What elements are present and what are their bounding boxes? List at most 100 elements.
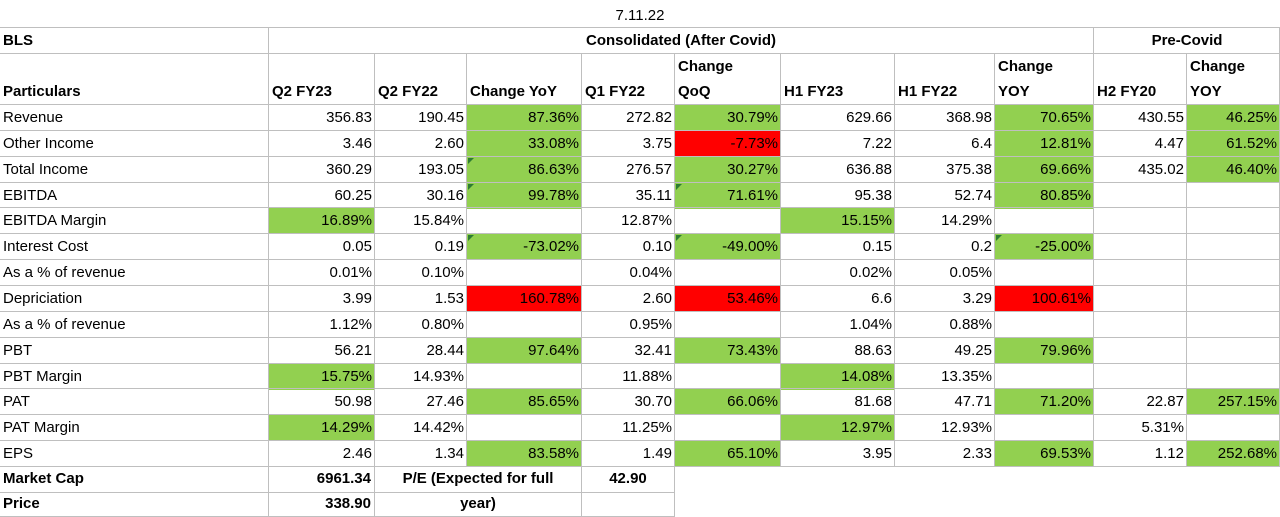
data-cell[interactable]: 257.15% xyxy=(1217,393,1277,410)
data-cell[interactable]: 5.31% xyxy=(1141,419,1184,436)
data-cell[interactable] xyxy=(1187,415,1280,440)
data-cell[interactable]: 13.35% xyxy=(941,368,992,385)
row-label[interactable]: Depriciation xyxy=(3,290,83,307)
data-cell[interactable] xyxy=(675,260,781,285)
data-cell[interactable] xyxy=(1094,234,1187,259)
data-cell[interactable]: 360.29 xyxy=(326,161,372,178)
data-cell[interactable]: 1.34 xyxy=(434,445,464,462)
header-change-pre-line2[interactable]: YOY xyxy=(1190,83,1222,100)
data-cell[interactable]: 35.11 xyxy=(635,187,672,204)
header-q1fy22[interactable]: Q1 FY22 xyxy=(585,83,646,100)
data-cell[interactable]: 1.04% xyxy=(849,316,892,333)
header-h1fy22[interactable]: H1 FY22 xyxy=(898,83,958,100)
data-cell[interactable]: 22.87 xyxy=(1146,393,1184,410)
header-q2fy22[interactable]: Q2 FY22 xyxy=(378,83,439,100)
data-cell[interactable] xyxy=(467,415,582,440)
data-cell[interactable]: 0.19 xyxy=(434,238,464,255)
header-change-yoy[interactable]: Change YoY xyxy=(470,83,557,100)
data-cell[interactable]: 60.25 xyxy=(334,187,372,204)
data-cell[interactable]: 0.2 xyxy=(971,238,992,255)
data-cell[interactable] xyxy=(1187,286,1280,311)
data-cell[interactable]: 69.53% xyxy=(1040,445,1091,462)
data-cell[interactable]: 0.80% xyxy=(421,316,464,333)
header-q2fy23[interactable]: Q2 FY23 xyxy=(272,83,333,100)
data-cell[interactable]: 12.93% xyxy=(941,419,992,436)
data-cell[interactable]: 69.66% xyxy=(1040,161,1091,178)
data-cell[interactable]: 0.01% xyxy=(329,264,372,281)
data-cell[interactable]: 88.63 xyxy=(854,342,892,359)
data-cell[interactable]: 70.65% xyxy=(1040,109,1091,126)
data-cell[interactable]: 2.46 xyxy=(342,445,372,462)
data-cell[interactable] xyxy=(1094,364,1187,389)
data-cell[interactable]: 2.60 xyxy=(434,135,464,152)
data-cell[interactable]: 2.33 xyxy=(962,445,992,462)
data-cell[interactable]: 14.29% xyxy=(321,419,372,436)
data-cell[interactable]: 49.25 xyxy=(954,342,992,359)
data-cell[interactable]: 14.42% xyxy=(413,419,464,436)
data-cell[interactable]: 27.46 xyxy=(426,393,464,410)
header-change-h1-line1[interactable]: Change xyxy=(998,58,1054,75)
pe-label-line1[interactable]: P/E (Expected for full xyxy=(402,470,554,487)
header-h2fy20[interactable]: H2 FY20 xyxy=(1097,83,1157,100)
data-cell[interactable]: 46.40% xyxy=(1226,161,1277,178)
market-cap-value[interactable]: 6961.34 xyxy=(316,470,371,487)
data-cell[interactable] xyxy=(995,312,1094,337)
data-cell[interactable]: 32.41 xyxy=(634,342,672,359)
data-cell[interactable]: 6.6 xyxy=(871,290,892,307)
data-cell[interactable] xyxy=(995,260,1094,285)
data-cell[interactable]: 3.46 xyxy=(342,135,372,152)
header-change-h1-line2[interactable]: YOY xyxy=(998,83,1030,100)
data-cell[interactable]: 14.08% xyxy=(841,368,892,385)
data-cell[interactable]: 79.96% xyxy=(1040,342,1091,359)
data-cell[interactable] xyxy=(1094,260,1187,285)
data-cell[interactable]: 11.88% xyxy=(622,368,672,385)
data-cell[interactable]: 1.12 xyxy=(1154,445,1184,462)
data-cell[interactable]: 46.25% xyxy=(1226,109,1277,126)
data-cell[interactable]: 160.78% xyxy=(519,290,579,307)
data-cell[interactable]: 1.12% xyxy=(329,316,372,333)
group-precovid[interactable]: Pre-Covid xyxy=(1151,32,1223,49)
row-label[interactable]: Total Income xyxy=(3,161,89,178)
data-cell[interactable]: 356.83 xyxy=(326,109,372,126)
data-cell[interactable]: 276.57 xyxy=(626,161,672,178)
data-cell[interactable] xyxy=(1094,208,1187,233)
date-label[interactable]: 7.11.22 xyxy=(615,7,665,24)
data-cell[interactable]: 65.10% xyxy=(727,445,778,462)
data-cell[interactable]: 16.89% xyxy=(321,212,372,229)
market-cap-label[interactable]: Market Cap xyxy=(3,470,84,487)
data-cell[interactable]: 430.55 xyxy=(1138,109,1184,126)
data-cell[interactable]: 272.82 xyxy=(626,109,672,126)
header-particulars[interactable]: Particulars xyxy=(3,83,81,100)
data-cell[interactable] xyxy=(1094,338,1187,363)
data-cell[interactable]: 56.21 xyxy=(334,342,372,359)
data-cell[interactable]: 3.29 xyxy=(962,290,992,307)
row-label[interactable]: Interest Cost xyxy=(3,238,89,255)
data-cell[interactable]: 61.52% xyxy=(1226,135,1277,152)
data-cell[interactable]: 87.36% xyxy=(528,109,579,126)
data-cell[interactable]: 1.49 xyxy=(642,445,672,462)
row-label[interactable]: As a % of revenue xyxy=(3,264,126,281)
data-cell[interactable]: 2.60 xyxy=(642,290,672,307)
data-cell[interactable]: 30.16 xyxy=(426,187,464,204)
data-cell[interactable] xyxy=(467,312,582,337)
data-cell[interactable]: -49.00% xyxy=(722,238,778,255)
data-cell[interactable]: 0.10% xyxy=(421,264,464,281)
data-cell[interactable]: 7.22 xyxy=(862,135,892,152)
data-cell[interactable] xyxy=(995,208,1094,233)
data-cell[interactable] xyxy=(1187,234,1280,259)
data-cell[interactable]: 71.20% xyxy=(1040,393,1091,410)
row-label[interactable]: EPS xyxy=(3,445,34,462)
data-cell[interactable]: 30.79% xyxy=(727,109,778,126)
row-label[interactable]: PBT xyxy=(3,342,33,359)
data-cell[interactable] xyxy=(995,415,1094,440)
data-cell[interactable]: 0.05 xyxy=(342,238,372,255)
data-cell[interactable]: 629.66 xyxy=(846,109,892,126)
row-label[interactable]: Revenue xyxy=(3,109,64,126)
data-cell[interactable]: 0.04% xyxy=(629,264,672,281)
data-cell[interactable]: 3.99 xyxy=(342,290,372,307)
data-cell[interactable]: 14.29% xyxy=(941,212,992,229)
price-value[interactable]: 338.90 xyxy=(325,495,371,512)
data-cell[interactable] xyxy=(1187,364,1280,389)
data-cell[interactable]: 86.63% xyxy=(528,161,579,178)
data-cell[interactable]: -73.02% xyxy=(523,238,579,255)
